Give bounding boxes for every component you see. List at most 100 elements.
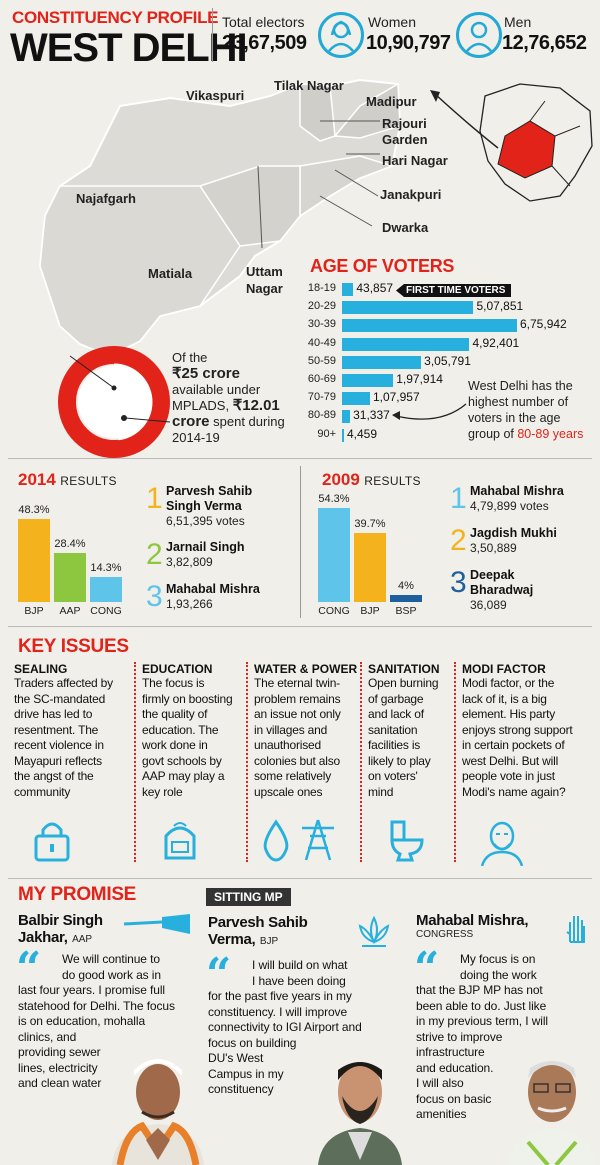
mplads-line6: 2014-19 <box>172 430 220 445</box>
issue-text: Traders affected by the SC-mandated drive … <box>14 676 132 800</box>
promise-line: is on education, mohalla <box>18 1014 146 1028</box>
issue-column: EDUCATION The focus is firmly on boosting t… <box>142 662 248 800</box>
issue-text-line: facilities is <box>368 738 421 752</box>
quote-mark: “ <box>206 949 232 1000</box>
issue-column: MODI FACTOR Modi factor, or the lack of it… <box>462 662 592 800</box>
promise-line: and education. <box>416 1060 494 1075</box>
candidate-votes: 3,82,809 <box>166 555 213 569</box>
key-issues-title: KEY ISSUES <box>18 636 129 657</box>
men-label: Men <box>504 14 532 30</box>
candidate-name: Mahabal Mishra <box>166 582 260 596</box>
issue-text-line: some relatively <box>254 769 332 783</box>
promise-line: lines, electricity <box>18 1060 98 1075</box>
issue-text-line: in certain pockets of <box>462 738 565 752</box>
results-2014-label: RESULTS <box>60 474 117 488</box>
age-value: 31,337 <box>353 408 390 423</box>
map-label-uttam: Uttam <box>246 264 283 279</box>
mplads-line5b: spent during <box>209 414 285 429</box>
water-power-icon <box>258 818 338 867</box>
promise-line: constituency. I will improve <box>208 1004 348 1019</box>
promise-line: and clean water <box>18 1076 102 1090</box>
promise-line: We will continue to <box>62 952 160 966</box>
issue-text-line: west Delhi. But will <box>462 753 559 768</box>
issue-text-line: work done in <box>142 738 208 752</box>
issue-text-line: drive has led to <box>14 707 93 721</box>
quote-mark: “ <box>16 943 42 994</box>
mplads-line5a: crore <box>172 413 210 430</box>
issue-divider <box>246 662 248 862</box>
promise-line: been able to do. Just like <box>416 998 547 1013</box>
promise-line: My focus is on <box>460 952 536 966</box>
promise-line: focus on basic <box>416 1091 492 1106</box>
candidate-rank: 2 <box>146 538 163 571</box>
age-chart: 18-19 43,857 20-29 5,07,851 30-39 6,75,942 40-… <box>300 281 600 446</box>
result-bar-party: CONG <box>318 605 350 617</box>
section-divider <box>8 626 592 627</box>
map-label-madipur: Madipur <box>366 94 417 109</box>
result-bar-pct: 48.3% <box>18 503 50 516</box>
candidate-name-line2: Singh Verma <box>166 499 242 513</box>
mplads-line4: MPLADS, <box>172 398 233 413</box>
hand-icon <box>566 916 585 943</box>
age-note-highlight: 80-89 years <box>517 427 584 441</box>
issue-text-line: people vote in just <box>462 769 555 783</box>
candidate-info: Deepak Bharadwaj 36,089 <box>470 568 600 613</box>
age-value: 3,05,791 <box>424 353 471 368</box>
promise-line: do good work as in <box>62 967 161 982</box>
result-bar <box>390 595 422 602</box>
kicker: CONSTITUENCY PROFILE <box>12 8 219 27</box>
portrait-parvesh-sahib-verma <box>318 1062 402 1165</box>
age-value: 1,97,914 <box>396 372 443 386</box>
issue-text-line: community <box>14 784 71 799</box>
candidate-rank: 2 <box>450 524 467 557</box>
result-bar-pct: 28.4% <box>54 537 86 550</box>
results-divider <box>300 466 301 618</box>
promise-line: that the BJP MP has not <box>416 983 543 997</box>
broom-icon <box>123 914 190 934</box>
toilet-icon <box>384 818 428 867</box>
results-2014-chart: 48.3% BJP 28.4% AAP 14.3% CONG <box>18 492 134 620</box>
promise-line: infrastructure <box>416 1045 485 1059</box>
issue-text-line: an issue not only <box>254 707 341 721</box>
portrait-mahabal-mishra <box>508 1061 596 1165</box>
candidate-info: Jagdish Mukhi 3,50,889 <box>470 526 600 556</box>
age-label: 40-49 <box>307 336 336 349</box>
women-value: 10,90,797 <box>366 32 451 54</box>
issue-heading: WATER & POWER <box>254 662 358 676</box>
age-bar <box>342 410 351 424</box>
candidate-rank: 3 <box>450 566 467 599</box>
result-bar <box>318 508 350 602</box>
age-label: 70-79 <box>307 391 336 404</box>
issue-text-line: The focus is <box>142 676 205 690</box>
issue-divider <box>454 662 456 862</box>
promise-line: amenities <box>416 1107 467 1121</box>
promise-aap-name1: Balbir Singh <box>18 912 103 929</box>
promise-line: constituency <box>208 1082 274 1096</box>
age-label: 50-59 <box>307 354 336 367</box>
age-bar <box>342 355 422 369</box>
map-label-najafgarh: Najafgarh <box>76 191 136 206</box>
issue-text: The eternal twin-problem remains an issue… <box>254 676 362 800</box>
mplads-line3: available under <box>172 382 261 397</box>
promise-bjp: Parvesh Sahib Verma, BJP <box>208 914 388 949</box>
man-icon <box>456 12 502 58</box>
candidate-info: Mahabal Mishra 1,93,266 <box>166 582 296 612</box>
result-bar <box>18 518 50 602</box>
candidate-name: Parvesh Sahib <box>166 484 253 498</box>
candidate-info: Jarnail Singh 3,82,809 <box>166 540 296 570</box>
promise-line: I will also <box>416 1076 464 1090</box>
key-issues-grid: SEALING Traders affected by the SC-mandate… <box>14 662 598 872</box>
results-2009-year: 2009 <box>322 470 360 489</box>
result-bar-party: CONG <box>90 605 122 617</box>
issue-text-line: firmly on boosting <box>142 691 233 706</box>
mplads-line1: Of the <box>172 350 208 365</box>
issue-text-line: and lack of <box>368 707 424 721</box>
candidate-rank: 3 <box>146 580 163 613</box>
candidate-info: Parvesh Sahib Singh Verma 6,51,395 votes <box>166 484 296 529</box>
result-bar <box>354 533 386 602</box>
candidate-votes: 36,089 <box>470 598 507 612</box>
candidate-name: Mahabal Mishra <box>470 484 564 498</box>
map-label-garden: Garden <box>382 132 428 147</box>
promise-aap: Balbir Singh Jakhar, AAP <box>18 912 208 947</box>
age-bar <box>342 392 370 406</box>
